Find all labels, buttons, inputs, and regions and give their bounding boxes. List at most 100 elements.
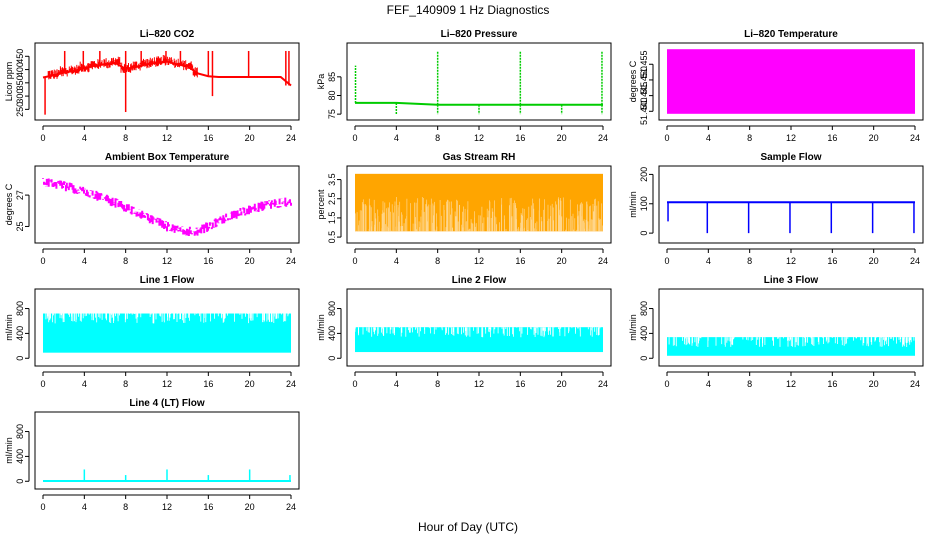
y-axis: 0.5 1.5 2.5 3.5 bbox=[327, 173, 342, 244]
x-tick-label: 20 bbox=[245, 256, 255, 266]
y-axis-label: Licor ppm bbox=[4, 62, 14, 102]
x-tick-label: 0 bbox=[352, 133, 357, 143]
x-tick-label: 12 bbox=[786, 379, 796, 389]
y-tick-label: 0 bbox=[15, 479, 25, 484]
y-tick-label: 2.5 bbox=[327, 192, 337, 205]
y-axis: 0 400 800 bbox=[15, 301, 30, 361]
y-tick-label: 85 bbox=[327, 72, 337, 82]
x-axis: 0 4 8 12 16 20 24 bbox=[40, 125, 296, 143]
plot-frame bbox=[346, 165, 612, 244]
x-tick-label: 0 bbox=[664, 133, 669, 143]
y-axis-label: degrees C bbox=[628, 60, 638, 102]
data-layer bbox=[667, 49, 915, 114]
panel-title: Li–820 Pressure bbox=[441, 29, 518, 40]
x-tick-label: 20 bbox=[245, 502, 255, 512]
y-tick-label: 0.5 bbox=[327, 231, 337, 244]
x-axis: 0 4 8 12 16 20 24 bbox=[664, 125, 920, 143]
x-tick-label: 20 bbox=[869, 133, 879, 143]
x-tick-label: 4 bbox=[394, 256, 399, 266]
plot-frame bbox=[34, 288, 300, 367]
y-tick-label: 100 bbox=[639, 196, 649, 211]
x-tick-label: 0 bbox=[352, 256, 357, 266]
panel-title: Sample Flow bbox=[760, 152, 821, 163]
x-tick-label: 24 bbox=[286, 379, 296, 389]
panel-title: Line 3 Flow bbox=[764, 275, 819, 286]
y-tick-label: 0 bbox=[327, 356, 337, 361]
data-layer bbox=[354, 327, 603, 353]
x-tick-label: 24 bbox=[598, 133, 608, 143]
x-tick-label: 12 bbox=[162, 502, 172, 512]
plot-frame bbox=[346, 288, 612, 367]
y-tick-label: 400 bbox=[327, 326, 337, 341]
y-tick-label: 250 bbox=[15, 102, 25, 117]
x-tick-label: 16 bbox=[515, 379, 525, 389]
x-axis: 0 4 8 12 16 20 24 bbox=[40, 371, 296, 389]
data-layer bbox=[43, 313, 291, 353]
plot-frame bbox=[346, 42, 612, 121]
x-tick-label: 0 bbox=[352, 379, 357, 389]
x-axis: 0 4 8 12 16 20 24 bbox=[664, 248, 920, 266]
x-tick-label: 24 bbox=[598, 256, 608, 266]
x-tick-label: 4 bbox=[394, 133, 399, 143]
y-tick-label: 80 bbox=[327, 90, 337, 100]
x-tick-label: 8 bbox=[435, 379, 440, 389]
x-tick-label: 24 bbox=[910, 379, 920, 389]
x-tick-label: 4 bbox=[706, 133, 711, 143]
data-layer bbox=[354, 50, 603, 115]
y-axis: 0 100 200 bbox=[639, 167, 654, 236]
y-axis: 0 400 800 bbox=[639, 301, 654, 361]
y-axis-label: ml/min bbox=[628, 314, 638, 341]
x-tick-label: 0 bbox=[664, 379, 669, 389]
figure-title: FEF_140909 1 Hz Diagnostics bbox=[387, 3, 550, 17]
y-tick-label: 3.5 bbox=[327, 173, 337, 186]
y-tick-label: 400 bbox=[15, 449, 25, 464]
x-tick-label: 12 bbox=[786, 256, 796, 266]
panel-title: Line 2 Flow bbox=[452, 275, 507, 286]
panel-title: Li–820 Temperature bbox=[744, 29, 838, 40]
x-tick-label: 8 bbox=[435, 256, 440, 266]
x-tick-label: 16 bbox=[515, 133, 525, 143]
x-axis: 0 4 8 12 16 20 24 bbox=[40, 248, 296, 266]
rh-texture bbox=[355, 197, 604, 232]
series-band-1 bbox=[355, 327, 603, 353]
figure-x-axis-label: Hour of Day (UTC) bbox=[418, 520, 518, 534]
plot-frame bbox=[34, 411, 300, 490]
x-tick-label: 16 bbox=[203, 379, 213, 389]
x-tick-label: 0 bbox=[40, 256, 45, 266]
y-tick-label: 450 bbox=[15, 49, 25, 64]
data-layer bbox=[667, 201, 915, 234]
x-tick-label: 0 bbox=[40, 502, 45, 512]
y-tick-label: 51.445 bbox=[639, 82, 649, 110]
x-axis: 0 4 8 12 16 20 24 bbox=[352, 248, 608, 266]
flow-texture bbox=[668, 337, 915, 348]
plot-frame bbox=[658, 165, 924, 244]
x-tick-label: 16 bbox=[203, 502, 213, 512]
x-tick-label: 8 bbox=[123, 502, 128, 512]
y-axis-label: ml/min bbox=[4, 437, 14, 464]
x-tick-label: 4 bbox=[706, 379, 711, 389]
x-tick-label: 16 bbox=[515, 256, 525, 266]
x-tick-label: 8 bbox=[123, 133, 128, 143]
y-tick-label: 800 bbox=[639, 301, 649, 316]
x-tick-label: 20 bbox=[557, 379, 567, 389]
x-tick-label: 4 bbox=[394, 379, 399, 389]
series-band-1 bbox=[43, 313, 291, 353]
y-axis-label: percent bbox=[316, 189, 326, 220]
x-tick-label: 24 bbox=[286, 502, 296, 512]
co2-noise bbox=[47, 55, 198, 80]
data-layer bbox=[355, 173, 604, 232]
x-tick-label: 12 bbox=[162, 379, 172, 389]
x-tick-label: 8 bbox=[123, 379, 128, 389]
x-tick-label: 0 bbox=[664, 256, 669, 266]
plot-frame bbox=[34, 165, 300, 244]
y-tick-label: 800 bbox=[15, 301, 25, 316]
x-tick-label: 20 bbox=[869, 256, 879, 266]
x-tick-label: 4 bbox=[82, 133, 87, 143]
y-tick-label: 800 bbox=[15, 424, 25, 439]
chart-panel-3: Li–820 Temperature 0 4 8 12 16 20 24 51.44051.44… bbox=[628, 29, 924, 143]
y-tick-label: 27 bbox=[15, 190, 25, 200]
y-axis: 25 27 bbox=[15, 190, 30, 231]
